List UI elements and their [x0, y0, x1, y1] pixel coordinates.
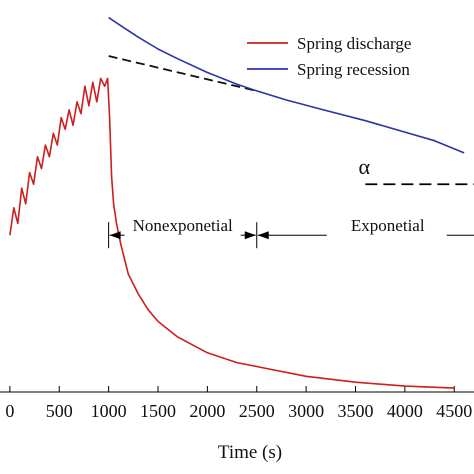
x-tick-label-1000: 1000 — [91, 401, 127, 421]
alpha-symbol: α — [358, 154, 370, 179]
series-line-spring-discharge — [9, 77, 455, 389]
series-layer — [9, 16, 465, 389]
legend-label-spring-recession: Spring recession — [297, 60, 410, 79]
x-axis-title: Time (s) — [218, 442, 282, 463]
x-tick-label-3000: 3000 — [288, 401, 324, 421]
x-tick-label-1500: 1500 — [140, 401, 176, 421]
x-tick-label-2500: 2500 — [239, 401, 275, 421]
reference-layer — [108, 55, 257, 92]
exp-arrowhead-left — [257, 231, 269, 240]
x-tick-label-500: 500 — [46, 401, 73, 421]
annotation-layer: Nonexponetial Exponetial α — [108, 154, 474, 249]
x-tick-label-4000: 4000 — [387, 401, 423, 421]
x-tick-label-0: 0 — [5, 401, 14, 421]
nonexp-arrowhead-right — [244, 231, 256, 240]
legend-label-spring-discharge: Spring discharge — [297, 34, 411, 53]
nonexp-arrowhead-left — [109, 231, 121, 240]
x-tick-label-3500: 3500 — [338, 401, 374, 421]
exponential-label: Exponetial — [351, 216, 425, 235]
x-tick-label-4500: 4500 — [436, 401, 472, 421]
plot-area: 0 500 1000 1500 2000 2500 3000 3500 4000 4500 Non… — [0, 16, 474, 421]
nonexponential-label: Nonexponetial — [133, 216, 233, 235]
x-tick-label-2000: 2000 — [189, 401, 225, 421]
series-line-spring-recession — [108, 16, 465, 154]
legend: Spring discharge Spring recession — [247, 34, 411, 79]
reference-tangent-line — [108, 55, 257, 92]
x-ticks: 0 500 1000 1500 2000 2500 3000 3500 4000 4500 — [5, 386, 472, 421]
